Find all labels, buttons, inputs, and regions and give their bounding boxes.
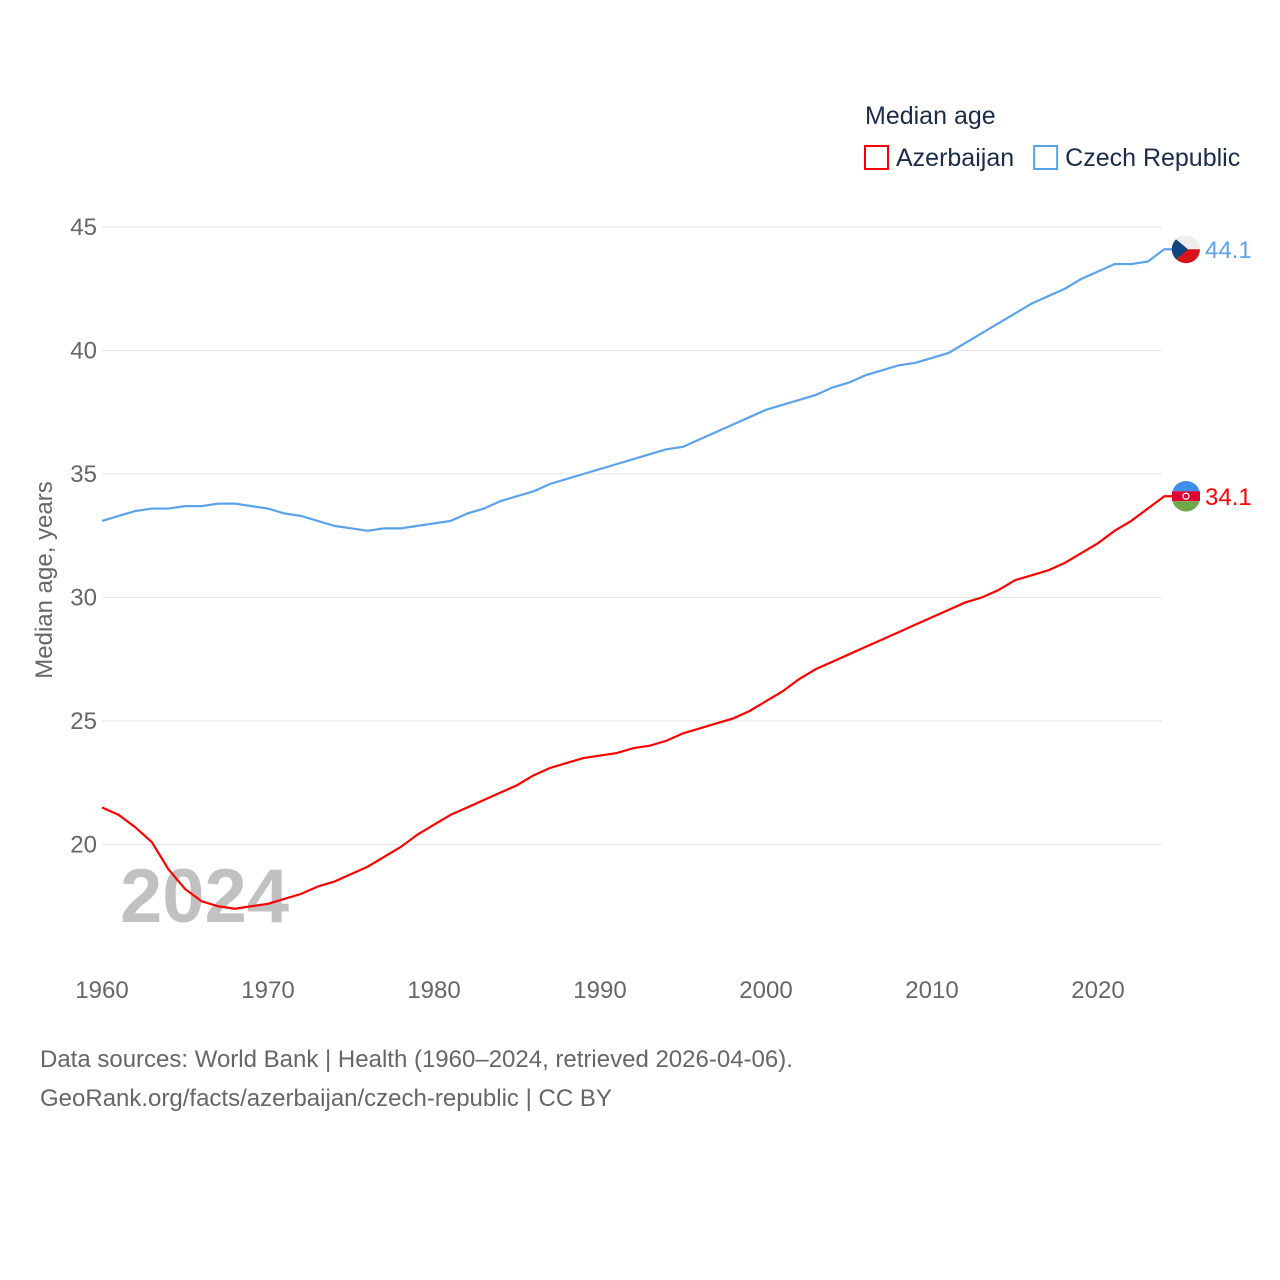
y-tick-label: 35: [70, 461, 97, 488]
x-tick-label: 1970: [241, 977, 294, 1004]
series-line-azerbaijan: [101, 495, 1172, 910]
series-line-czech-republic: [101, 248, 1172, 532]
legend-label: Czech Republic: [1065, 144, 1240, 172]
y-axis-label: Median age, years: [31, 481, 58, 678]
legend-label: Azerbaijan: [896, 144, 1014, 172]
end-value-label: 34.1: [1205, 484, 1252, 511]
y-tick-label: 25: [70, 708, 97, 735]
x-tick-label: 1990: [573, 977, 626, 1004]
attribution-link[interactable]: GeoRank.org/facts/azerbaijan/czech-repub…: [40, 1085, 612, 1112]
legend-swatch: [1033, 145, 1059, 170]
y-tick-label: 20: [70, 832, 97, 859]
x-tick-label: 2000: [739, 977, 792, 1004]
azerbaijan-flag-icon-red: [1172, 491, 1200, 502]
y-tick-label: 30: [70, 585, 97, 612]
x-tick-label: 1980: [407, 977, 460, 1004]
end-value-label: 44.1: [1205, 237, 1252, 264]
x-tick-label: 2010: [905, 977, 958, 1004]
legend-title: Median age: [865, 102, 996, 130]
source-note: Data sources: World Bank | Health (1960–…: [40, 1046, 793, 1073]
y-tick-label: 45: [70, 214, 97, 241]
azerbaijan-flag-crescent: [1182, 492, 1190, 500]
x-tick-label: 2020: [1071, 977, 1124, 1004]
year-watermark: 2024: [120, 854, 289, 939]
x-tick-label: 1960: [75, 977, 128, 1004]
y-tick-label: 40: [70, 338, 97, 365]
czech-flag-icon-blue: [1171, 239, 1188, 260]
azerbaijan-flag-icon-blue: [1172, 480, 1200, 492]
azerbaijan-flag-icon-green: [1172, 501, 1200, 512]
legend-swatch: [864, 145, 889, 170]
